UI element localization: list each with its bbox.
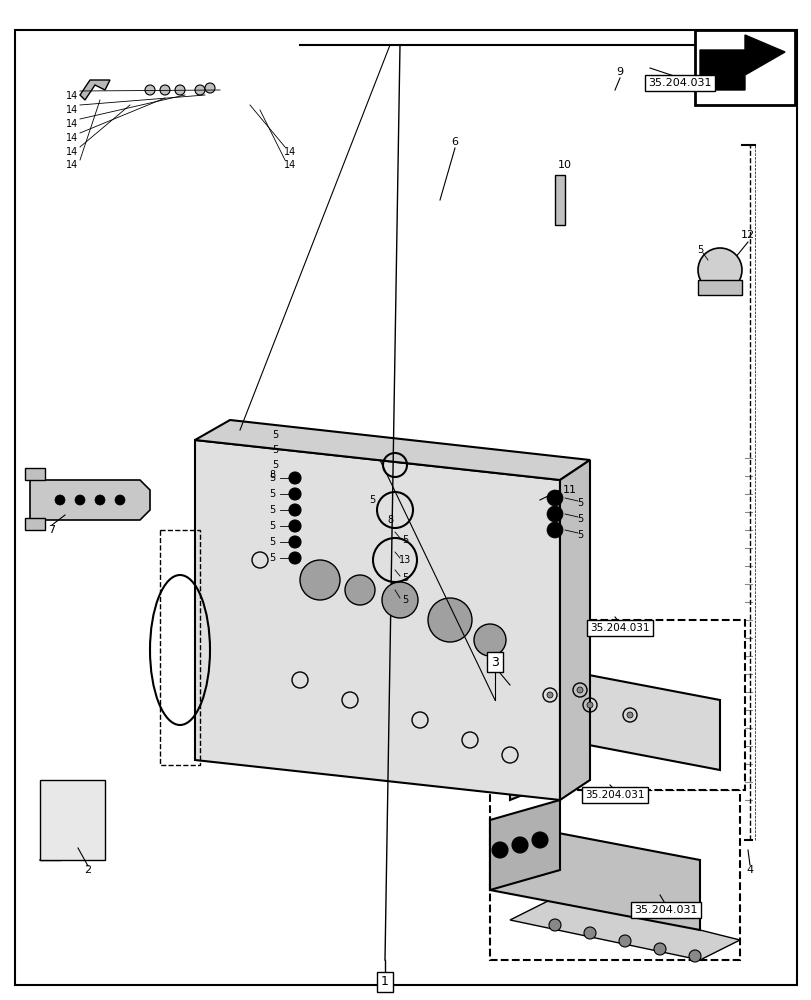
Text: 1: 1: [380, 975, 388, 988]
Circle shape: [95, 495, 105, 505]
Text: 10: 10: [557, 160, 571, 170]
Polygon shape: [509, 710, 560, 800]
Polygon shape: [509, 895, 739, 960]
Text: 5: 5: [401, 535, 408, 545]
Polygon shape: [195, 440, 560, 800]
Text: 5: 5: [268, 553, 275, 563]
Circle shape: [289, 472, 301, 484]
Circle shape: [345, 575, 375, 605]
Text: 8: 8: [387, 515, 393, 525]
Text: 11: 11: [562, 485, 577, 495]
Bar: [160, 530, 200, 765]
Polygon shape: [195, 420, 590, 480]
Bar: [25, 468, 45, 480]
Circle shape: [175, 85, 185, 95]
Circle shape: [381, 582, 418, 618]
Text: 14: 14: [284, 147, 296, 157]
FancyBboxPatch shape: [489, 620, 744, 790]
Polygon shape: [489, 800, 560, 890]
Circle shape: [160, 85, 169, 95]
Circle shape: [427, 598, 471, 642]
Text: 5: 5: [272, 445, 278, 455]
Circle shape: [512, 837, 527, 853]
Circle shape: [299, 560, 340, 600]
Text: 35.204.031: 35.204.031: [647, 78, 711, 88]
Text: 7: 7: [49, 525, 55, 535]
Polygon shape: [509, 660, 719, 770]
Circle shape: [115, 495, 125, 505]
Text: 14: 14: [66, 133, 78, 143]
Polygon shape: [30, 480, 150, 520]
Text: 13: 13: [398, 555, 410, 565]
Bar: [694, 30, 794, 105]
Text: 14: 14: [66, 160, 78, 170]
Circle shape: [195, 85, 204, 95]
Circle shape: [75, 495, 85, 505]
Text: 14: 14: [66, 105, 78, 115]
Circle shape: [55, 495, 65, 505]
Text: 9: 9: [616, 67, 623, 77]
Polygon shape: [80, 80, 109, 100]
Circle shape: [289, 488, 301, 500]
Circle shape: [289, 504, 301, 516]
Circle shape: [474, 624, 505, 656]
Text: 3: 3: [491, 656, 498, 668]
Text: 35.204.031: 35.204.031: [590, 623, 649, 633]
Circle shape: [289, 552, 301, 564]
Text: 5: 5: [696, 245, 702, 255]
Circle shape: [531, 832, 547, 848]
Text: 14: 14: [66, 91, 78, 101]
Circle shape: [689, 950, 700, 962]
Text: 5: 5: [268, 521, 275, 531]
Polygon shape: [489, 820, 699, 930]
Circle shape: [547, 506, 562, 522]
Circle shape: [491, 842, 508, 858]
Bar: [554, 175, 564, 225]
Circle shape: [289, 520, 301, 532]
Text: 14: 14: [284, 160, 296, 170]
Circle shape: [547, 522, 562, 538]
Text: 5: 5: [401, 595, 408, 605]
Circle shape: [547, 490, 562, 506]
Text: 5: 5: [576, 530, 582, 540]
Text: 12: 12: [740, 230, 754, 240]
Text: 35.204.031: 35.204.031: [633, 905, 697, 915]
Text: 14: 14: [66, 147, 78, 157]
Circle shape: [626, 712, 633, 718]
Text: 5: 5: [576, 498, 582, 508]
Circle shape: [145, 85, 155, 95]
Text: 14: 14: [66, 119, 78, 129]
Bar: [25, 518, 45, 530]
Text: 8: 8: [268, 470, 275, 480]
Circle shape: [547, 692, 552, 698]
FancyBboxPatch shape: [489, 790, 739, 960]
Circle shape: [653, 943, 665, 955]
Text: 5: 5: [268, 505, 275, 515]
Text: 35.204.031: 35.204.031: [585, 790, 644, 800]
Bar: [40, 780, 105, 860]
Text: 5: 5: [268, 537, 275, 547]
Circle shape: [289, 536, 301, 548]
Text: 5: 5: [272, 430, 278, 440]
Circle shape: [583, 927, 595, 939]
Text: 5: 5: [272, 460, 278, 470]
Circle shape: [204, 83, 215, 93]
Polygon shape: [560, 460, 590, 800]
Circle shape: [577, 687, 582, 693]
Circle shape: [548, 919, 560, 931]
Text: 5: 5: [268, 473, 275, 483]
Circle shape: [618, 935, 630, 947]
Text: 5: 5: [268, 489, 275, 499]
Text: 5: 5: [576, 514, 582, 524]
Circle shape: [586, 702, 592, 708]
Text: 2: 2: [84, 865, 92, 875]
Text: 6: 6: [451, 137, 458, 147]
Text: 5: 5: [368, 495, 375, 505]
Text: 5: 5: [401, 573, 408, 583]
Polygon shape: [699, 35, 784, 90]
Circle shape: [697, 248, 741, 292]
Text: 4: 4: [745, 865, 753, 875]
Bar: [697, 280, 741, 295]
